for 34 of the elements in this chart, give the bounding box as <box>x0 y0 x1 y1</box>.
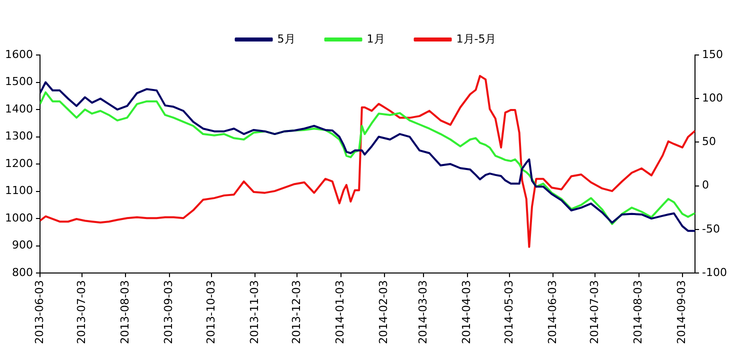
x-tick-label: 2013-12-03 <box>290 280 304 344</box>
y-tick-label: 1200 <box>4 156 33 170</box>
y-tick-label: 1500 <box>4 75 33 88</box>
y-tick-label: 1300 <box>4 130 33 143</box>
x-tick-label: 2013-09-03 <box>162 280 176 344</box>
x-tick-label: 2013-07-03 <box>75 280 88 344</box>
y-tick-label: 1600 <box>4 48 33 61</box>
legend-label: 1月 <box>366 32 385 46</box>
y2-tick-label: 0 <box>702 178 710 192</box>
y2-tick-label: -100 <box>702 266 728 279</box>
y2-tick-label: 50 <box>702 135 716 148</box>
x-tick-label: 2014-06-03 <box>546 280 559 344</box>
y2-tick-label: 100 <box>702 91 724 104</box>
x-tick-label: 2014-09-03 <box>675 280 688 344</box>
x-tick-label: 2014-04-03 <box>460 280 474 344</box>
x-tick-label: 2013-11-03 <box>248 280 261 344</box>
x-tick-label: 2014-03-03 <box>416 280 430 344</box>
y2-tick-label: -50 <box>702 222 720 236</box>
y-tick-label: 1100 <box>4 184 33 198</box>
x-tick-label: 2014-02-03 <box>377 280 390 344</box>
x-tick-label: 2014-08-03 <box>632 280 645 344</box>
legend-label: 1月-5月 <box>456 32 496 46</box>
x-tick-label: 2013-06-03 <box>32 280 46 344</box>
x-tick-label: 2013-10-03 <box>204 280 218 344</box>
x-tick-label: 2014-07-03 <box>588 280 602 344</box>
y-tick-label: 900 <box>12 238 33 252</box>
y-tick-label: 1000 <box>4 211 33 224</box>
legend-label: 5月 <box>277 32 296 46</box>
y-tick-label: 800 <box>12 266 33 279</box>
x-tick-label: 2014-05-03 <box>502 280 516 344</box>
y2-tick-label: 150 <box>702 48 724 61</box>
x-tick-label: 2013-08-03 <box>118 280 132 344</box>
x-tick-label: 2014-01-03 <box>334 280 347 344</box>
y-tick-label: 1400 <box>4 102 33 116</box>
